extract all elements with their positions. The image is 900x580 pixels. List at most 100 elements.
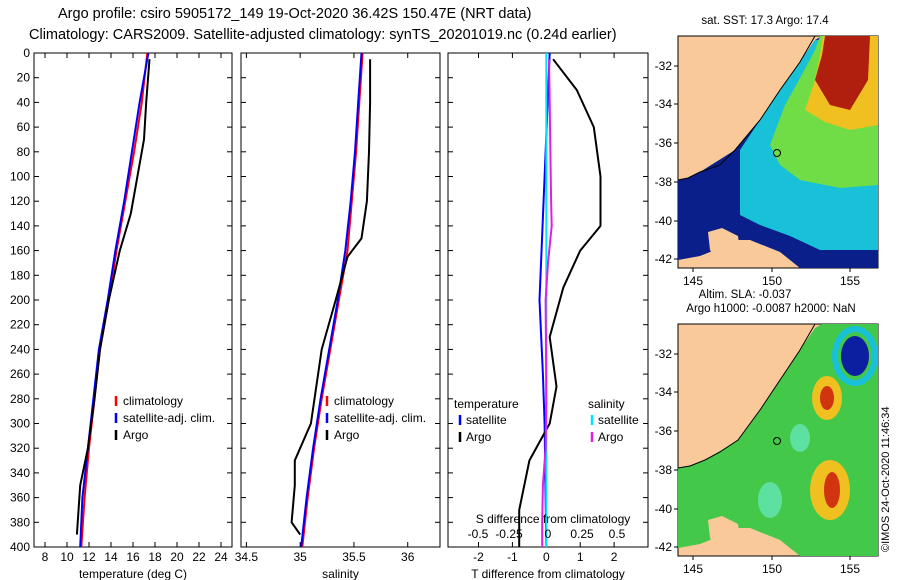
map-y-tick-label: -42 <box>655 252 673 266</box>
x-tick-label: 24 <box>214 550 228 564</box>
map-y-tick-label: -36 <box>655 424 673 438</box>
x-tick-label: 22 <box>192 550 206 564</box>
panel-1: 0 20 40 60 80 100 120 140 160 180 200 220 240 260 280 3… <box>10 46 233 580</box>
argo-float-marker-2 <box>773 437 781 445</box>
legend-label: Argo <box>598 430 624 444</box>
y-tick-label: 280 <box>10 392 30 406</box>
panel-3: -2 -1 0 1 2 T difference from climatology temp… <box>447 52 649 580</box>
sla-eddy-cyan2 <box>790 424 810 452</box>
series-salinity-argo <box>541 59 553 547</box>
secondary-tick-label: 0 <box>545 527 552 541</box>
x-tick-label: 36 <box>401 550 415 564</box>
panel-frame <box>447 52 649 548</box>
sla-eddy-low-ring <box>832 326 878 386</box>
x-tick-label: -2 <box>473 550 484 564</box>
series-satellite-adj-clim- <box>300 52 363 548</box>
series-argo <box>290 59 372 536</box>
sla-tasmania <box>708 516 740 550</box>
legend-label: satellite <box>466 413 507 427</box>
legend-label: satellite-adj. clim. <box>123 411 215 425</box>
y-tick-label: 340 <box>10 466 30 480</box>
y-tick-label: 400 <box>10 540 30 554</box>
legend-label: climatology <box>123 394 183 408</box>
x-tick-label: 20 <box>170 550 184 564</box>
legend-label: Argo <box>123 428 149 442</box>
secondary-tick-label: 0.5 <box>609 527 626 541</box>
y-tick-label: 320 <box>10 441 30 455</box>
map-y-tick-label: -34 <box>655 97 673 111</box>
x-tick-label: 1 <box>577 550 584 564</box>
sla-eddy-high2-core <box>824 472 840 508</box>
sla-map: Altim. SLA: -0.037 Argo h1000: -0.0087 h… <box>655 289 879 576</box>
map-y-tick-label: -34 <box>655 385 673 399</box>
x-tick-label: 35 <box>293 550 307 564</box>
map-y-tick-label: -32 <box>655 347 673 361</box>
y-tick-label: 260 <box>10 367 30 381</box>
map-y-tick-label: -40 <box>655 214 673 228</box>
x-tick-label: 0 <box>543 550 550 564</box>
y-tick-label: 80 <box>17 145 31 159</box>
legend-label: climatology <box>334 394 394 408</box>
chart-title-line2: Climatology: CARS2009. Satellite-adjuste… <box>29 27 617 43</box>
map-y-tick-label: -36 <box>655 136 673 150</box>
y-tick-label: 300 <box>10 417 30 431</box>
y-tick-label: 380 <box>10 515 30 529</box>
secondary-tick-label: -0.25 <box>495 527 523 541</box>
sla-coastline <box>677 323 816 469</box>
x-tick-label: 18 <box>148 550 162 564</box>
x-tick-label: -1 <box>507 550 518 564</box>
map-x-tick-label: 150 <box>762 562 782 576</box>
panel-frame <box>240 52 441 548</box>
y-tick-label: 0 <box>23 46 30 60</box>
map-x-tick-label: 155 <box>840 562 860 576</box>
x-tick-label: 8 <box>42 550 49 564</box>
map-x-tick-label: 145 <box>683 274 703 288</box>
sst-map-title: sat. SST: 17.3 Argo: 17.4 <box>701 15 829 27</box>
secondary-tick-label: 0.25 <box>570 527 594 541</box>
y-tick-label: 200 <box>10 293 30 307</box>
series-satellite-adj-clim- <box>79 52 150 548</box>
legend-label: Argo <box>466 430 492 444</box>
secondary-tick-label: -0.5 <box>468 527 489 541</box>
sst-coastline <box>677 35 816 181</box>
y-tick-label: 240 <box>10 342 30 356</box>
map-y-tick-label: -32 <box>655 59 673 73</box>
map-x-tick-label: 145 <box>683 562 703 576</box>
sla-eddy-cyan <box>758 482 782 518</box>
y-tick-label: 160 <box>10 244 30 258</box>
map-x-tick-label: 150 <box>762 274 782 288</box>
series-temperature-argo <box>518 58 602 547</box>
y-tick-label: 140 <box>10 219 30 233</box>
x-tick-label: 2 <box>611 550 618 564</box>
sst-ocean-hot <box>815 36 870 110</box>
sst-map: sat. SST: 17.3 Argo: 17.4 -32 -34 -36 -38 -4… <box>655 15 879 288</box>
map-y-tick-label: -38 <box>655 175 673 189</box>
x-axis-label: salinity <box>322 567 359 580</box>
x-axis-label: T difference from climatology <box>471 567 625 580</box>
x-tick-label: 34.5 <box>235 550 259 564</box>
y-tick-label: 220 <box>10 318 30 332</box>
x-tick-label: 12 <box>82 550 96 564</box>
sla-map-title1: Altim. SLA: -0.037 <box>699 289 792 301</box>
y-tick-label: 120 <box>10 194 30 208</box>
y-tick-label: 40 <box>17 95 31 109</box>
y-tick-label: 360 <box>10 491 30 505</box>
x-tick-label: 14 <box>104 550 118 564</box>
series-argo <box>75 59 151 535</box>
panel-2: 34.5 35 35.5 36 salinity climatology satellite… <box>235 52 441 580</box>
map-y-tick-label: -40 <box>655 502 673 516</box>
watermark: ©IMOS 24-Oct-2020 11:46:34 <box>880 407 892 552</box>
legend-group-title: salinity <box>588 397 625 411</box>
legend-group-title: temperature <box>454 397 519 411</box>
series-climatology <box>301 52 364 548</box>
map-y-tick-label: -42 <box>655 540 673 554</box>
secondary-axis-label: S difference from climatology <box>476 512 631 526</box>
y-tick-label: 60 <box>17 120 31 134</box>
x-tick-label: 35.5 <box>342 550 366 564</box>
sla-eddy-low <box>841 336 869 376</box>
y-tick-label: 100 <box>10 170 30 184</box>
x-tick-label: 10 <box>60 550 74 564</box>
map-y-tick-label: -38 <box>655 463 673 477</box>
legend-label: satellite-adj. clim. <box>334 411 426 425</box>
